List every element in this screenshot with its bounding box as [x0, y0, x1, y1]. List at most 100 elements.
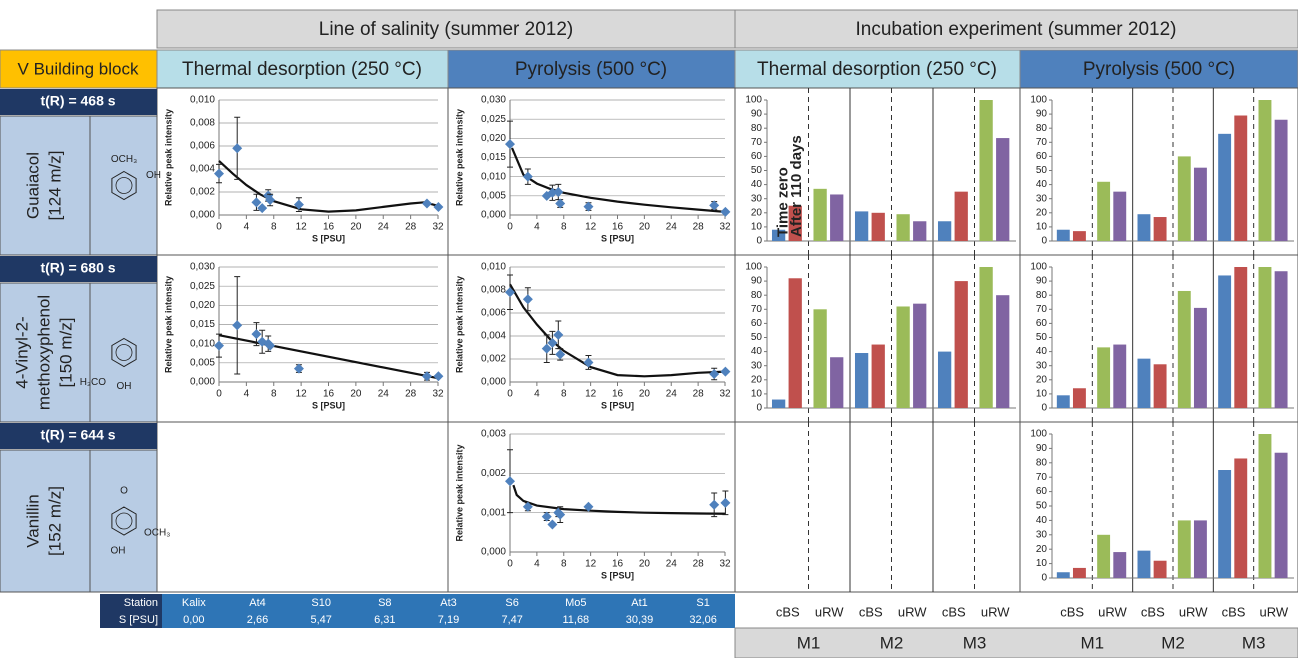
y-tick-label: 0,008 [190, 118, 215, 129]
bar [1137, 358, 1151, 408]
station-salinity: 6,31 [374, 614, 395, 626]
header-cell [734, 9, 1298, 49]
bar [1097, 181, 1111, 241]
point [583, 201, 594, 212]
point [709, 368, 720, 379]
subgroup-label: cBS [942, 604, 966, 619]
x-tick-label: 12 [585, 222, 597, 233]
y-tick-label: 0,010 [481, 262, 506, 273]
y-tick-label: 20 [751, 374, 763, 385]
subgroup-label: cBS [859, 604, 883, 619]
bar [1153, 217, 1167, 241]
y-tick-label: 70 [1036, 472, 1048, 483]
point [433, 371, 444, 382]
y-tick-label: 40 [751, 346, 763, 357]
bar [1218, 133, 1232, 241]
station-salinity: 0,00 [183, 614, 204, 626]
bar [1097, 347, 1111, 408]
table-header: Station [124, 597, 158, 609]
x-tick-label: 12 [585, 559, 597, 570]
bar [1234, 267, 1248, 408]
bar [1234, 115, 1248, 241]
y-tick-label: 0,025 [190, 281, 215, 292]
bar [1193, 167, 1207, 241]
group-label: M3 [1242, 633, 1266, 652]
y-tick-label: 100 [1030, 95, 1047, 106]
bar [979, 100, 993, 241]
y-tick-label: 20 [1036, 207, 1048, 218]
point [583, 357, 594, 368]
bar [937, 221, 952, 241]
bar [954, 281, 968, 408]
point [720, 497, 731, 508]
y-tick-label: 70 [1036, 137, 1048, 148]
x-tick-label: 32 [432, 222, 444, 233]
y-tick-label: 0,004 [190, 164, 215, 175]
trend-line [510, 147, 726, 213]
point [522, 171, 533, 182]
bar [1177, 520, 1191, 578]
bar [1072, 388, 1086, 408]
x-tick-label: 12 [585, 389, 597, 400]
x-tick-label: 24 [378, 222, 390, 233]
bar [1193, 307, 1207, 408]
structure-label: OCH₃ [144, 528, 170, 539]
group-label: M1 [797, 633, 821, 652]
x-tick-label: 8 [271, 222, 277, 233]
point [505, 139, 515, 150]
y-tick-label: 80 [1036, 123, 1048, 134]
y-tick-label: 0 [1041, 573, 1047, 584]
subgroup-label: cBS [1141, 604, 1165, 619]
bar [854, 353, 869, 408]
bar [1153, 560, 1167, 578]
subgroup-label: uRW [1098, 604, 1127, 619]
group-label: M2 [1161, 633, 1185, 652]
subgroup-label: uRW [1179, 604, 1208, 619]
point [541, 343, 552, 354]
header-cell [1019, 49, 1298, 89]
station-name: S10 [311, 597, 331, 609]
y-tick-label: 0,000 [481, 210, 506, 221]
benzene-ring [115, 344, 133, 361]
x-tick-label: 20 [639, 559, 651, 570]
bar [854, 211, 869, 241]
bar [1218, 470, 1232, 578]
point [265, 195, 276, 206]
compound-name: [150 m/z] [56, 318, 75, 388]
point [555, 349, 566, 360]
station-name: Mo5 [565, 597, 586, 609]
bar [979, 267, 993, 408]
station-salinity: 30,39 [626, 614, 654, 626]
structure-label: OH [111, 546, 126, 557]
bar [913, 303, 927, 408]
point [555, 198, 566, 209]
bar [1097, 534, 1111, 578]
retention-bar [0, 89, 157, 115]
y-tick-label: 100 [745, 95, 762, 106]
station-salinity: 7,47 [501, 614, 522, 626]
bar [1193, 520, 1207, 578]
y-axis-title: Relative peak intensity [454, 276, 464, 373]
station-salinity: 11,68 [562, 614, 589, 626]
bar [813, 309, 827, 408]
y-tick-label: 90 [1036, 276, 1048, 287]
retention-bar [0, 423, 157, 449]
y-tick-label: 10 [1036, 222, 1048, 233]
name-cell [0, 449, 91, 593]
y-tick-label: 60 [1036, 318, 1048, 329]
bar [954, 191, 968, 241]
x-tick-label: 0 [216, 389, 222, 400]
x-tick-label: 16 [612, 559, 624, 570]
subgroup-label: uRW [1260, 604, 1289, 619]
x-tick-label: 32 [432, 389, 444, 400]
x-tick-label: 32 [719, 559, 731, 570]
x-tick-label: 28 [693, 559, 705, 570]
x-tick-label: 24 [666, 389, 678, 400]
x-axis-title: S [PSU] [601, 233, 634, 243]
benzene-ring [111, 337, 137, 368]
bar [1113, 552, 1127, 578]
y-tick-label: 0,010 [190, 95, 215, 106]
header-cell [156, 49, 449, 89]
retention-bar [0, 256, 157, 282]
annotation: Time zero [775, 167, 792, 237]
